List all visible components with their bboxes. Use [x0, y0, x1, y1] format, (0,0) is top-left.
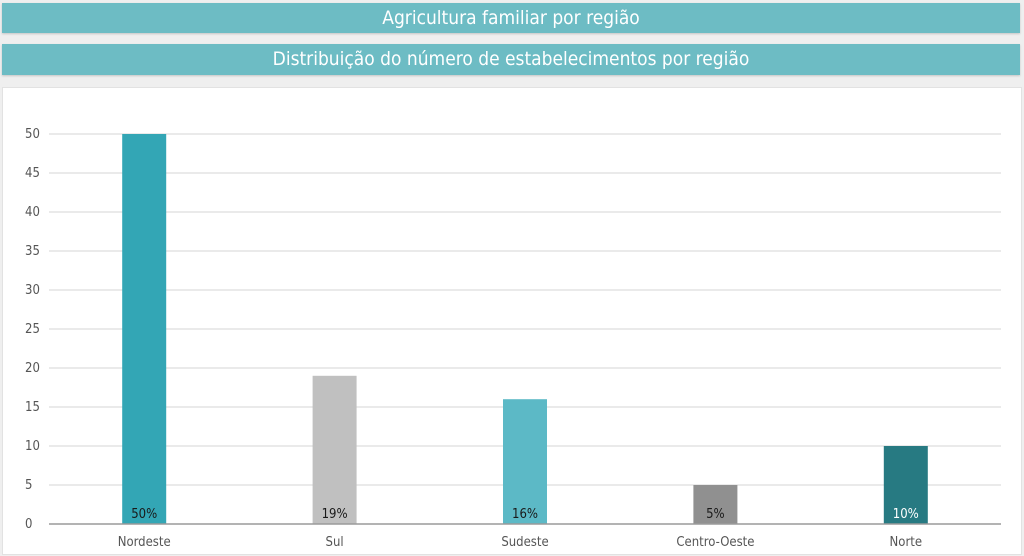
- chart-panel: 0 5 10 15 20 25 30 35 40 45 50 50% 19% 16% 5% 10% Nord…: [2, 87, 1022, 555]
- x-tick-label: Norte: [890, 535, 923, 550]
- x-tick-label: Sudeste: [501, 535, 548, 550]
- y-tick-label: 35: [25, 244, 40, 259]
- y-tick-label: 50: [25, 127, 40, 142]
- bar-chart: 0 5 10 15 20 25 30 35 40 45 50 50% 19% 16% 5% 10% Nord…: [25, 127, 1001, 550]
- y-tick-label: 15: [25, 400, 40, 415]
- data-labels: 50% 19% 16% 5% 10%: [131, 507, 919, 522]
- x-tick-label: Centro-Oeste: [676, 535, 754, 550]
- data-label: 5%: [706, 507, 725, 522]
- chart-title: Distribuição do número de estabeleciment…: [2, 44, 1020, 75]
- y-tick-label: 5: [25, 478, 32, 493]
- y-tick-label: 0: [25, 517, 32, 532]
- data-label: 10%: [893, 507, 919, 522]
- y-tick-label: 25: [25, 322, 40, 337]
- bar-sul: [312, 375, 357, 524]
- bars: [122, 134, 928, 524]
- y-tick-label: 10: [25, 439, 40, 454]
- y-tick-label: 40: [25, 205, 40, 220]
- x-tick-label: Nordeste: [118, 535, 171, 550]
- y-tick-label: 30: [25, 283, 40, 298]
- y-axis-ticks: 0 5 10 15 20 25 30 35 40 45 50: [25, 127, 40, 532]
- grid-lines: [49, 133, 1001, 486]
- data-label: 19%: [322, 507, 348, 522]
- y-tick-label: 45: [25, 166, 40, 181]
- bar-norte: [883, 446, 928, 524]
- data-label: 16%: [512, 507, 538, 522]
- data-label: 50%: [131, 507, 157, 522]
- bar-nordeste: [122, 134, 167, 524]
- x-axis-ticks: Nordeste Sul Sudeste Centro-Oeste Norte: [118, 535, 922, 550]
- bar-sudeste: [503, 399, 547, 524]
- x-tick-label: Sul: [326, 535, 344, 550]
- bar-centro-oeste: [693, 485, 738, 524]
- y-tick-label: 20: [25, 361, 40, 376]
- page-title: Agricultura familiar por região: [2, 3, 1020, 33]
